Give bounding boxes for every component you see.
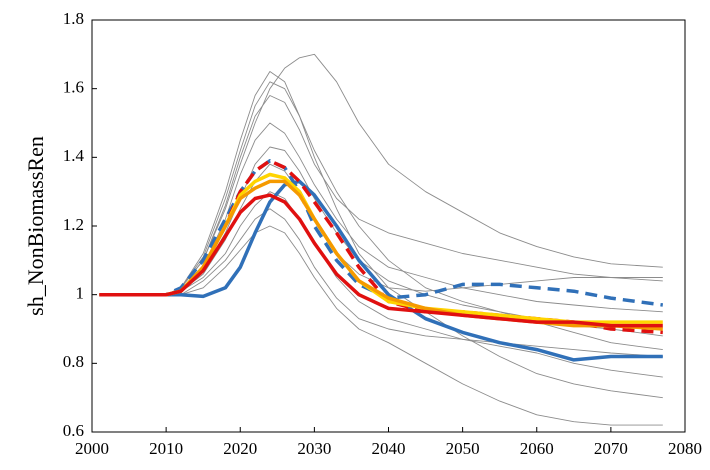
x-tick-label: 2080 bbox=[668, 439, 702, 458]
series-line bbox=[99, 81, 663, 351]
series-line bbox=[99, 95, 663, 296]
x-tick-label: 2030 bbox=[297, 439, 331, 458]
y-axis-label: sh_NonBiomassRen bbox=[23, 136, 48, 316]
y-tick-label: 0.6 bbox=[63, 421, 84, 440]
y-tick-label: 1.2 bbox=[63, 215, 84, 234]
series-line bbox=[99, 225, 663, 426]
x-tick-label: 2000 bbox=[75, 439, 109, 458]
y-tick-label: 0.8 bbox=[63, 352, 84, 371]
y-tick-label: 1.6 bbox=[63, 78, 84, 97]
x-tick-label: 2020 bbox=[223, 439, 257, 458]
series-line bbox=[99, 179, 663, 362]
series-line bbox=[99, 53, 663, 296]
x-tick-label: 2040 bbox=[372, 439, 406, 458]
y-tick-label: 1.8 bbox=[63, 9, 84, 28]
y-tick-label: 1 bbox=[76, 284, 85, 303]
series-line bbox=[99, 193, 663, 328]
plot-frame bbox=[91, 19, 686, 433]
series-line bbox=[99, 146, 663, 337]
x-tick-label: 2050 bbox=[446, 439, 480, 458]
series-line bbox=[99, 172, 663, 324]
series-line bbox=[99, 159, 664, 307]
x-tick-label: 2010 bbox=[149, 439, 183, 458]
series-line bbox=[99, 71, 663, 399]
x-tick-label: 2060 bbox=[520, 439, 554, 458]
y-tick-label: 1.4 bbox=[63, 146, 85, 165]
x-tick-label: 2070 bbox=[594, 439, 628, 458]
